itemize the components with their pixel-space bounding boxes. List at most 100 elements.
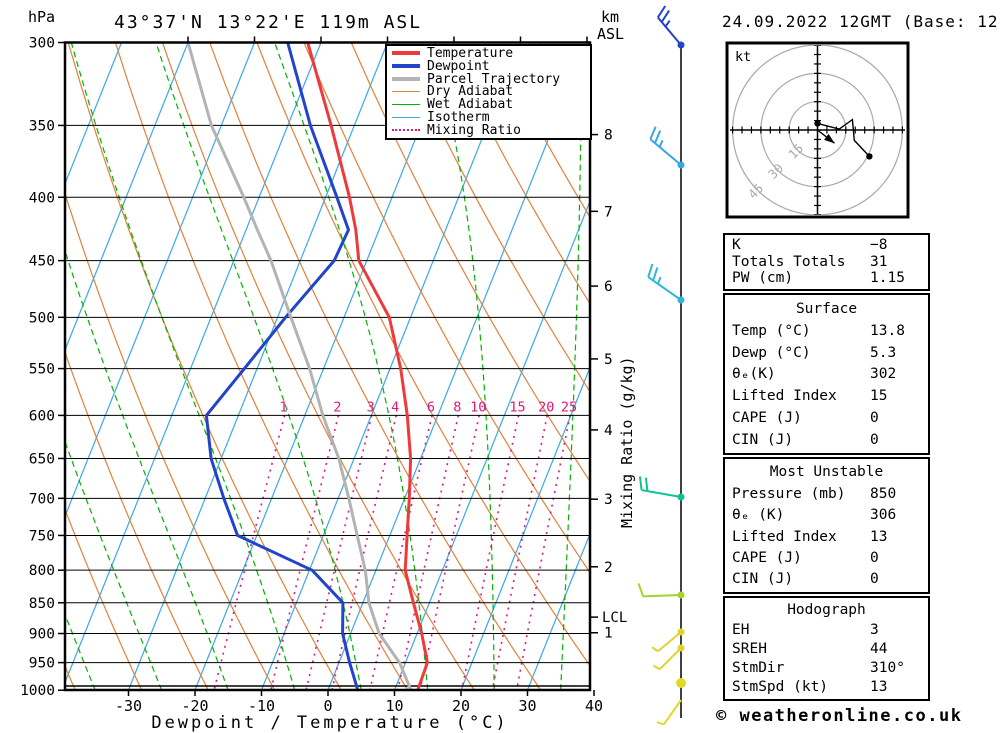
legend-line-swatch — [392, 77, 420, 82]
wind-barb — [652, 644, 685, 671]
barb-level-dot — [677, 161, 685, 169]
isotherm-line — [65, 42, 322, 685]
table-row-label: CAPE (J) — [732, 549, 802, 566]
barb-half — [657, 276, 662, 285]
isotherm-line — [260, 42, 522, 690]
mixing-ratio-line — [213, 415, 286, 690]
temperature-tick-label: 40 — [585, 697, 603, 715]
legend-item: Isotherm — [387, 110, 590, 125]
table-row: Temp (°C) 13.8 — [725, 324, 928, 339]
wind-barb — [656, 699, 682, 726]
mixing-ratio-value-label: 15 — [509, 399, 525, 415]
pressure-axis-unit: hPa — [28, 8, 56, 26]
barb-full — [654, 130, 662, 144]
mixing-ratio-value-label: 25 — [561, 399, 577, 415]
hodograph-trace-dot — [866, 153, 873, 160]
pressure-tick-label: 700 — [29, 491, 55, 507]
dry-adiabat-line — [444, 42, 590, 305]
table-header: Most Unstable — [769, 464, 884, 481]
barb-full — [644, 477, 649, 492]
wind-barb — [649, 126, 685, 169]
isotherm-line — [460, 365, 590, 690]
table-row-label: Pressure (mb) — [732, 486, 846, 503]
table-row-value: 3 — [870, 621, 879, 638]
hodograph-trace — [817, 118, 870, 157]
table-row: PW (cm) 1.15 — [725, 271, 928, 286]
barb-shaft — [647, 276, 682, 301]
altitude-axis-unit-km: km — [601, 8, 620, 26]
mixing-ratio-line — [369, 415, 433, 690]
barb-level-dot — [677, 296, 685, 304]
table-row-label: StmDir — [732, 660, 785, 677]
pressure-tick-label: 950 — [29, 656, 55, 672]
table-row-label: Temp (°C) — [732, 322, 811, 339]
legend-item: Mixing Ratio — [387, 122, 590, 138]
barb-half — [664, 20, 671, 28]
km-tick-label: 4 — [604, 423, 613, 439]
table-row-label: θₑ(K) — [732, 366, 776, 383]
mixing-ratio-value-label: 10 — [470, 399, 486, 415]
barb-level-dot — [677, 41, 685, 49]
isotherm-line — [194, 42, 455, 690]
pressure-tick-label: 550 — [29, 362, 55, 378]
indices-table: Most Unstable Pressure (mb) 850 θₑ (K) 306 Li… — [723, 457, 930, 594]
table-row: Lifted Index 13 — [725, 530, 928, 545]
mixing-ratio-value-label: 1 — [279, 399, 287, 415]
table-row-label: CIN (J) — [732, 571, 794, 588]
barb-shaft — [642, 594, 682, 598]
wind-barb — [647, 263, 685, 304]
barb-shaft — [659, 647, 682, 670]
plot-area — [65, 42, 590, 690]
pressure-tick-label: 350 — [29, 118, 55, 134]
table-row: StmSpd (kt) 13 — [725, 680, 928, 695]
table-row: θₑ(K) 302 — [725, 367, 928, 382]
legend-line-swatch — [392, 64, 420, 69]
table-row-value: 850 — [870, 486, 897, 503]
legend-line-swatch — [392, 129, 420, 132]
barb-half — [658, 139, 664, 148]
isotherm-line — [65, 42, 256, 518]
table-row-value: 0 — [870, 571, 879, 588]
legend-label: Mixing Ratio — [427, 122, 521, 138]
altitude-axis-unit-asl: ASL — [597, 25, 625, 43]
temperature-tick-label: -20 — [181, 697, 208, 715]
barb-half — [651, 646, 659, 653]
hodograph-trace-dot — [814, 120, 821, 127]
barb-shaft — [641, 489, 682, 498]
mixing-ratio-line — [270, 415, 340, 690]
barb-level-dot — [677, 644, 685, 652]
legend-line-swatch — [392, 51, 420, 56]
barb-full — [638, 476, 643, 491]
temperature-tick-label: 0 — [323, 697, 332, 715]
mixing-ratio-value-label: 8 — [453, 399, 461, 415]
table-row: CIN (J) 0 — [725, 572, 928, 587]
isotherm-line — [65, 42, 189, 352]
mixing-ratio-line — [515, 415, 571, 690]
barb-full — [637, 583, 644, 597]
isotherm-line — [65, 42, 123, 186]
km-tick-label: 3 — [604, 492, 613, 508]
hodograph-unit-label: kt — [735, 49, 751, 65]
table-row: Lifted Index 15 — [725, 389, 928, 404]
parcel-trajectory-curve — [186, 42, 413, 690]
table-row: CAPE (J) 0 — [725, 411, 928, 426]
mixing-ratio-line — [491, 415, 548, 690]
mixing-ratio-value-label: 3 — [367, 399, 375, 415]
wet-adiabat-line — [65, 439, 163, 690]
pressure-tick-label: 1000 — [20, 683, 55, 699]
indices-table: K −8 Totals Totals 31 PW (cm) 1.15 — [723, 233, 930, 291]
table-row-value: 13 — [870, 528, 888, 545]
wind-barb — [638, 476, 685, 501]
copyright-watermark: © weatheronline.co.uk — [716, 706, 963, 726]
wet-adiabat-line — [70, 42, 296, 690]
mixing-ratio-value-label: 6 — [427, 399, 435, 415]
mixing-ratio-axis-label: Mixing Ratio (g/kg) — [618, 356, 636, 528]
legend-label: Wet Adiabat — [427, 97, 514, 113]
barb-shaft — [649, 138, 682, 166]
barb-half — [652, 664, 661, 671]
mixing-ratio-value-label: 20 — [538, 399, 554, 415]
run-date-title: 24.09.2022 12GMT (Base: 12) — [722, 12, 1000, 31]
legend-label: Temperature — [427, 45, 514, 61]
